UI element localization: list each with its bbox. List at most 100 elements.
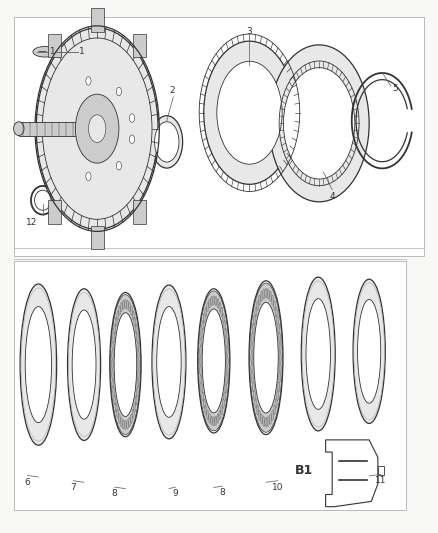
Ellipse shape: [283, 68, 355, 179]
Ellipse shape: [129, 114, 134, 122]
Ellipse shape: [128, 417, 131, 427]
Ellipse shape: [275, 307, 277, 317]
Ellipse shape: [226, 337, 228, 347]
Ellipse shape: [258, 410, 261, 420]
Ellipse shape: [208, 298, 211, 308]
Ellipse shape: [111, 369, 113, 379]
Text: 8: 8: [219, 488, 226, 497]
Ellipse shape: [136, 333, 138, 342]
Ellipse shape: [124, 421, 127, 430]
Ellipse shape: [208, 414, 211, 423]
Text: 11: 11: [375, 477, 387, 486]
Ellipse shape: [116, 87, 121, 96]
Ellipse shape: [211, 416, 213, 425]
Ellipse shape: [136, 387, 138, 397]
Ellipse shape: [14, 122, 24, 135]
Ellipse shape: [128, 302, 131, 312]
Ellipse shape: [357, 300, 381, 403]
Ellipse shape: [215, 416, 217, 425]
Ellipse shape: [203, 399, 205, 408]
Ellipse shape: [225, 329, 227, 338]
Ellipse shape: [207, 410, 208, 419]
Ellipse shape: [75, 94, 119, 163]
Ellipse shape: [198, 289, 230, 433]
Ellipse shape: [257, 405, 259, 415]
Ellipse shape: [118, 306, 120, 316]
Ellipse shape: [127, 300, 128, 310]
Ellipse shape: [269, 45, 369, 202]
Ellipse shape: [221, 307, 223, 317]
Polygon shape: [325, 440, 378, 507]
Ellipse shape: [276, 315, 279, 325]
Ellipse shape: [269, 291, 272, 301]
Ellipse shape: [252, 382, 254, 392]
Ellipse shape: [301, 277, 335, 431]
Ellipse shape: [263, 416, 265, 426]
Ellipse shape: [221, 405, 223, 415]
Ellipse shape: [118, 414, 120, 423]
Ellipse shape: [213, 417, 215, 426]
Ellipse shape: [211, 296, 213, 306]
Ellipse shape: [134, 403, 136, 412]
Ellipse shape: [111, 350, 113, 360]
Ellipse shape: [117, 311, 119, 320]
Ellipse shape: [131, 306, 132, 316]
Text: 1: 1: [79, 47, 85, 56]
Ellipse shape: [200, 375, 202, 384]
Ellipse shape: [78, 38, 151, 219]
Ellipse shape: [275, 398, 277, 408]
Polygon shape: [133, 34, 146, 57]
Ellipse shape: [258, 295, 261, 305]
Ellipse shape: [88, 115, 106, 142]
Ellipse shape: [36, 28, 158, 229]
Ellipse shape: [20, 284, 57, 445]
Ellipse shape: [202, 309, 226, 413]
Ellipse shape: [135, 324, 137, 334]
Ellipse shape: [135, 395, 137, 405]
Ellipse shape: [226, 366, 228, 375]
Ellipse shape: [114, 313, 137, 416]
Ellipse shape: [117, 409, 119, 418]
Ellipse shape: [278, 324, 280, 333]
Ellipse shape: [129, 135, 134, 143]
Ellipse shape: [201, 384, 203, 393]
Text: 2: 2: [170, 86, 175, 95]
Text: 10: 10: [272, 483, 283, 492]
Ellipse shape: [204, 41, 295, 184]
Polygon shape: [48, 34, 61, 57]
Text: 4: 4: [329, 192, 335, 201]
Ellipse shape: [265, 417, 267, 427]
Ellipse shape: [113, 333, 115, 342]
Ellipse shape: [272, 295, 274, 305]
Ellipse shape: [112, 341, 114, 351]
Polygon shape: [14, 261, 406, 511]
Ellipse shape: [224, 392, 226, 401]
Text: 12: 12: [26, 217, 38, 227]
Ellipse shape: [122, 300, 124, 310]
Polygon shape: [378, 466, 384, 475]
Ellipse shape: [199, 366, 201, 375]
Text: 7: 7: [71, 483, 76, 492]
Ellipse shape: [201, 329, 203, 338]
Ellipse shape: [278, 382, 280, 392]
Ellipse shape: [152, 285, 186, 439]
Text: — 1: — 1: [38, 47, 56, 56]
Ellipse shape: [226, 347, 228, 356]
Ellipse shape: [86, 77, 91, 85]
Ellipse shape: [207, 302, 208, 312]
Ellipse shape: [155, 122, 179, 162]
Ellipse shape: [252, 324, 254, 333]
Ellipse shape: [217, 298, 219, 308]
Ellipse shape: [137, 378, 139, 388]
Ellipse shape: [132, 311, 134, 320]
Ellipse shape: [213, 296, 215, 305]
Ellipse shape: [151, 116, 183, 168]
Ellipse shape: [253, 315, 255, 325]
Ellipse shape: [67, 289, 101, 440]
Ellipse shape: [224, 320, 226, 330]
Ellipse shape: [279, 333, 281, 343]
Ellipse shape: [251, 353, 253, 362]
Ellipse shape: [114, 324, 116, 334]
Ellipse shape: [279, 363, 281, 373]
Ellipse shape: [251, 333, 254, 343]
